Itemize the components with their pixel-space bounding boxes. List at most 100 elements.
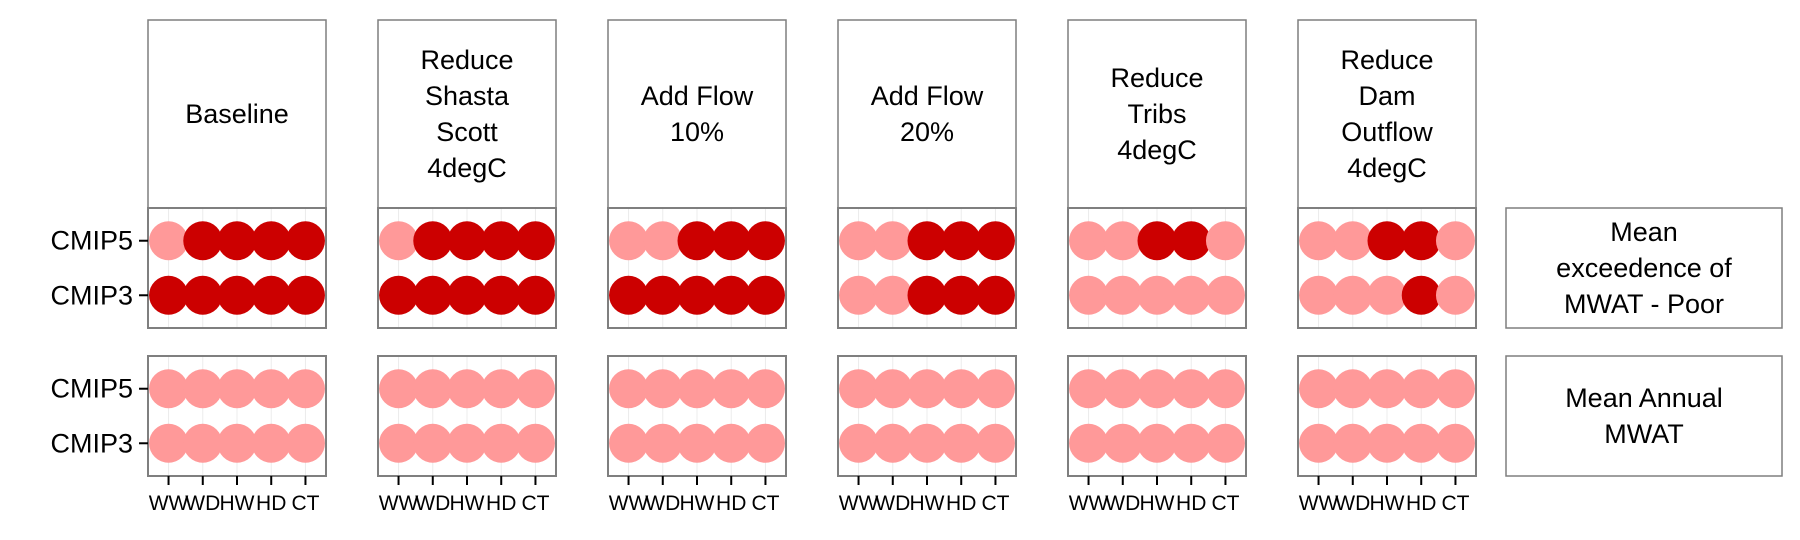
data-point-CMIP3-HW (447, 423, 487, 463)
data-point-CMIP5-HD (481, 221, 521, 261)
x-tick-label: HD (256, 492, 286, 515)
data-point-CMIP5-HD (711, 369, 751, 409)
data-point-CMIP5-HW (677, 369, 717, 409)
data-point-CMIP5-WW (379, 369, 419, 409)
data-point-CMIP3-WD (643, 423, 683, 463)
row-strip-label: MWAT (1604, 419, 1683, 449)
data-point-CMIP5-CT (745, 369, 785, 409)
data-point-CMIP5-WW (609, 221, 649, 261)
facet-strip-label: Outflow (1341, 117, 1433, 147)
data-point-CMIP3-CT (745, 423, 785, 463)
x-tick-label: CT (521, 492, 549, 515)
data-point-CMIP3-WD (183, 275, 223, 315)
data-point-CMIP5-CT (515, 221, 555, 261)
data-point-CMIP3-HD (1171, 275, 1211, 315)
data-point-CMIP3-HW (447, 275, 487, 315)
data-point-CMIP5-WD (643, 369, 683, 409)
data-point-CMIP5-WD (643, 221, 683, 261)
x-tick-label: HD (946, 492, 976, 515)
data-point-CMIP5-WW (1299, 369, 1339, 409)
data-point-CMIP3-WD (873, 423, 913, 463)
x-tick-label: WW (839, 492, 879, 515)
x-tick-label: WD (875, 492, 910, 515)
x-tick-label: WW (149, 492, 189, 515)
data-point-CMIP3-CT (1205, 423, 1245, 463)
data-point-CMIP5-WD (1103, 369, 1143, 409)
data-point-CMIP3-WD (413, 423, 453, 463)
x-tick-label: WD (1335, 492, 1370, 515)
data-point-CMIP3-HD (251, 275, 291, 315)
row-strip-label: MWAT - Poor (1564, 289, 1724, 319)
x-tick-label: HW (680, 492, 715, 515)
panel-frame (607, 207, 787, 329)
facet-strip-label: 20% (900, 117, 954, 147)
panel-frame (837, 207, 1017, 329)
data-point-CMIP3-HD (941, 423, 981, 463)
data-point-CMIP5-HD (251, 221, 291, 261)
data-point-CMIP3-WW (609, 275, 649, 315)
facet-strip-label: 10% (670, 117, 724, 147)
panel-frame (1297, 207, 1477, 329)
x-tick-label: WD (415, 492, 450, 515)
data-point-CMIP5-WD (1333, 369, 1373, 409)
facet-strip-3 (837, 19, 1017, 209)
facet-strip-0 (147, 19, 327, 209)
data-point-CMIP3-HW (217, 423, 257, 463)
facet-strip-label: Shasta (425, 81, 510, 111)
data-point-CMIP3-HD (1171, 423, 1211, 463)
data-point-CMIP3-WD (1333, 423, 1373, 463)
data-point-CMIP5-WD (183, 221, 223, 261)
data-point-CMIP5-HW (1367, 369, 1407, 409)
data-point-CMIP5-WW (1069, 369, 1109, 409)
data-point-CMIP3-WW (379, 275, 419, 315)
data-point-CMIP5-HD (1401, 369, 1441, 409)
data-point-CMIP5-HW (447, 369, 487, 409)
x-tick-label: CT (981, 492, 1009, 515)
data-point-CMIP3-WW (379, 423, 419, 463)
x-tick-label: CT (1441, 492, 1469, 515)
data-point-CMIP5-HD (941, 369, 981, 409)
panel-frame (377, 207, 557, 329)
data-point-CMIP5-WD (1103, 221, 1143, 261)
x-tick-label: HD (1406, 492, 1436, 515)
data-point-CMIP3-WD (873, 275, 913, 315)
row-strip-label: exceedence of (1556, 253, 1732, 283)
data-point-CMIP5-HW (217, 221, 257, 261)
data-point-CMIP5-WW (1069, 221, 1109, 261)
data-point-CMIP5-HW (217, 369, 257, 409)
data-point-CMIP3-HW (907, 275, 947, 315)
data-point-CMIP5-CT (745, 221, 785, 261)
data-point-CMIP5-CT (975, 221, 1015, 261)
data-point-CMIP3-HW (907, 423, 947, 463)
data-point-CMIP5-HW (1137, 369, 1177, 409)
data-point-CMIP3-WW (149, 423, 189, 463)
facet-strip-label: 4degC (1117, 135, 1197, 165)
data-point-CMIP5-CT (975, 369, 1015, 409)
data-point-CMIP3-CT (975, 423, 1015, 463)
x-tick-label: HW (910, 492, 945, 515)
x-tick-label: CT (1211, 492, 1239, 515)
facet-strip-label: Reduce (1110, 63, 1203, 93)
data-point-CMIP3-WW (149, 275, 189, 315)
data-point-CMIP3-WW (839, 423, 879, 463)
x-tick-label: WW (609, 492, 649, 515)
facet-strip-label: 4degC (1347, 153, 1427, 183)
facet-strip-4 (1067, 19, 1247, 209)
facet-strip-label: Reduce (1340, 45, 1433, 75)
data-point-CMIP5-WD (183, 369, 223, 409)
y-tick-label: CMIP3 (50, 428, 133, 458)
data-point-CMIP5-WW (839, 369, 879, 409)
data-point-CMIP3-WD (1103, 275, 1143, 315)
data-point-CMIP5-WW (1299, 221, 1339, 261)
x-tick-label: HD (716, 492, 746, 515)
x-tick-label: WW (1299, 492, 1339, 515)
data-point-CMIP3-HW (1367, 423, 1407, 463)
data-point-CMIP3-HW (677, 423, 717, 463)
data-point-CMIP5-WW (609, 369, 649, 409)
data-point-CMIP3-HW (217, 275, 257, 315)
data-point-CMIP3-CT (745, 275, 785, 315)
data-point-CMIP3-WD (1103, 423, 1143, 463)
y-tick-label: CMIP5 (50, 374, 133, 404)
facet-strip-2 (607, 19, 787, 209)
